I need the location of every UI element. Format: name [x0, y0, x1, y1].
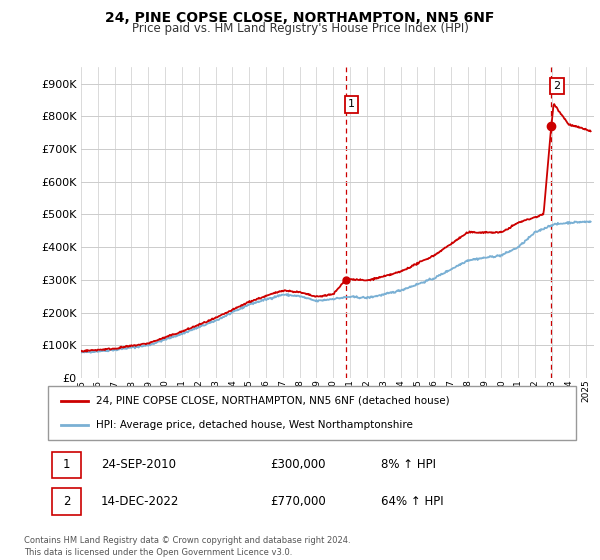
Bar	[52, 451, 81, 478]
Text: £770,000: £770,000	[270, 494, 326, 508]
Text: HPI: Average price, detached house, West Northamptonshire: HPI: Average price, detached house, West…	[95, 420, 412, 430]
Text: 64% ↑ HPI: 64% ↑ HPI	[380, 494, 443, 508]
Text: 1: 1	[63, 458, 70, 472]
Text: 2: 2	[554, 81, 561, 91]
Text: 24-SEP-2010: 24-SEP-2010	[101, 458, 176, 472]
Text: £300,000: £300,000	[270, 458, 325, 472]
Bar	[52, 488, 81, 515]
Text: 8% ↑ HPI: 8% ↑ HPI	[380, 458, 436, 472]
Text: Contains HM Land Registry data © Crown copyright and database right 2024.
This d: Contains HM Land Registry data © Crown c…	[24, 536, 350, 557]
Text: 24, PINE COPSE CLOSE, NORTHAMPTON, NN5 6NF (detached house): 24, PINE COPSE CLOSE, NORTHAMPTON, NN5 6…	[95, 396, 449, 406]
Text: Price paid vs. HM Land Registry's House Price Index (HPI): Price paid vs. HM Land Registry's House …	[131, 22, 469, 35]
Text: 1: 1	[348, 100, 355, 110]
Text: 2: 2	[63, 494, 70, 508]
Text: 24, PINE COPSE CLOSE, NORTHAMPTON, NN5 6NF: 24, PINE COPSE CLOSE, NORTHAMPTON, NN5 6…	[106, 11, 494, 25]
Text: 14-DEC-2022: 14-DEC-2022	[101, 494, 179, 508]
